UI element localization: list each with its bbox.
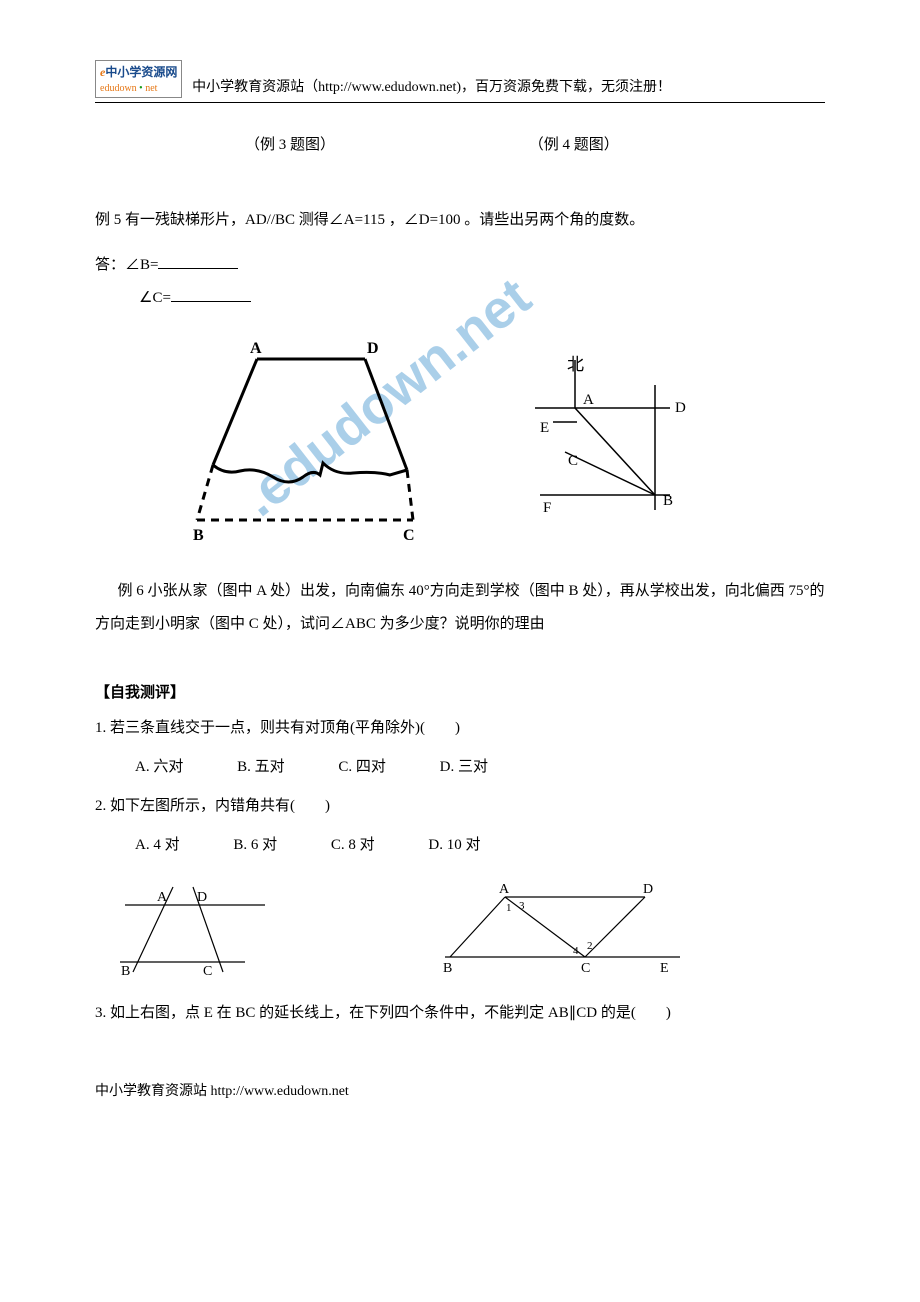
label-B: B [193, 527, 204, 544]
q2-stem: 2. 如下左图所示，内错角共有( ) [95, 790, 825, 823]
angle-c-label: ∠C= [139, 290, 171, 306]
label-A: A [583, 392, 594, 408]
caption-example4: （例 4 题图） [529, 133, 619, 154]
q2r-2: 2 [587, 940, 593, 952]
page-container: e中小学资源网 edudown • net 中小学教育资源站（http://ww… [0, 0, 920, 1140]
q2r-C: C [581, 961, 590, 976]
q2-opt-d: D. 10 对 [428, 837, 480, 853]
logo-text-2b: net [145, 83, 157, 94]
label-D: D [367, 340, 379, 357]
example5-text: 例 5 有一残缺梯形片，AD//BC 测得∠A=115 ，∠D=100 。请些出… [95, 204, 825, 237]
blank-b [158, 253, 238, 269]
q2r-B: B [443, 961, 452, 976]
q2-opt-c: C. 8 对 [331, 837, 375, 853]
answer-label: 答： [95, 257, 125, 273]
compass-figure: 北 A D E B F C [505, 340, 705, 540]
header-underline [95, 102, 825, 103]
q2r-E: E [660, 961, 669, 976]
logo-text-2a: edudown [100, 83, 137, 94]
label-A: A [250, 340, 262, 357]
q2r-1: 1 [506, 902, 512, 914]
q1-stem: 1. 若三条直线交于一点，则共有对顶角(平角除外)( ) [95, 712, 825, 745]
figures-row: A D B C 北 A D E [95, 335, 825, 545]
q2l-A: A [157, 890, 168, 905]
q3-stem: 3. 如上右图，点 E 在 BC 的延长线上，在下列四个条件中，不能判定 AB∥… [95, 997, 825, 1030]
site-logo: e中小学资源网 edudown • net [95, 60, 182, 98]
q2l-C: C [203, 964, 212, 977]
logo-dot: • [137, 83, 146, 94]
blank-c [171, 286, 251, 302]
label-D: D [675, 400, 686, 416]
label-C: C [403, 527, 415, 544]
example5-answer-c: ∠C= [139, 282, 825, 315]
header: e中小学资源网 edudown • net 中小学教育资源站（http://ww… [95, 60, 825, 103]
example5-answer-b: 答：∠B= [95, 249, 825, 282]
q2-options: A. 4 对 B. 6 对 C. 8 对 D. 10 对 [135, 829, 825, 862]
caption-row: （例 3 题图） （例 4 题图） [95, 133, 825, 154]
caption-example3: （例 3 题图） [245, 133, 335, 154]
q2-figures: A D B C A D B C E 1 3 2 4 [95, 877, 825, 977]
q2r-4: 4 [573, 945, 579, 957]
footer: 中小学教育资源站 http://www.edudown.net [95, 1080, 825, 1100]
q2-figure-left: A D B C [115, 877, 285, 977]
q2r-3: 3 [519, 900, 525, 912]
q1-opt-c: C. 四对 [338, 759, 386, 775]
q1-options: A. 六对 B. 五对 C. 四对 D. 三对 [135, 751, 825, 784]
q2-opt-b: B. 6 对 [233, 837, 277, 853]
q2l-B: B [121, 964, 130, 977]
q2-figure-right: A D B C E 1 3 2 4 [435, 877, 695, 977]
label-B: B [663, 493, 673, 509]
q2r-A: A [499, 882, 510, 897]
q2l-D: D [197, 890, 207, 905]
label-F: F [543, 500, 551, 516]
label-C: C [568, 453, 578, 469]
q1-opt-a: A. 六对 [135, 759, 183, 775]
header-text: 中小学教育资源站（http://www.edudown.net)，百万资源免费下… [192, 80, 671, 95]
logo-text-1: 中小学资源网 [105, 65, 177, 79]
q1-opt-d: D. 三对 [440, 759, 488, 775]
example6-text: 例 6 小张从家（图中 A 处）出发，向南偏东 40°方向走到学校（图中 B 处… [95, 575, 825, 641]
q1-opt-b: B. 五对 [237, 759, 285, 775]
q2-opt-a: A. 4 对 [135, 837, 180, 853]
q2r-D: D [643, 882, 653, 897]
label-E: E [540, 420, 549, 436]
trapezoid-figure: A D B C [185, 335, 445, 545]
angle-b-label: ∠B= [125, 257, 158, 273]
section-self-test: 【自我测评】 [95, 681, 825, 702]
